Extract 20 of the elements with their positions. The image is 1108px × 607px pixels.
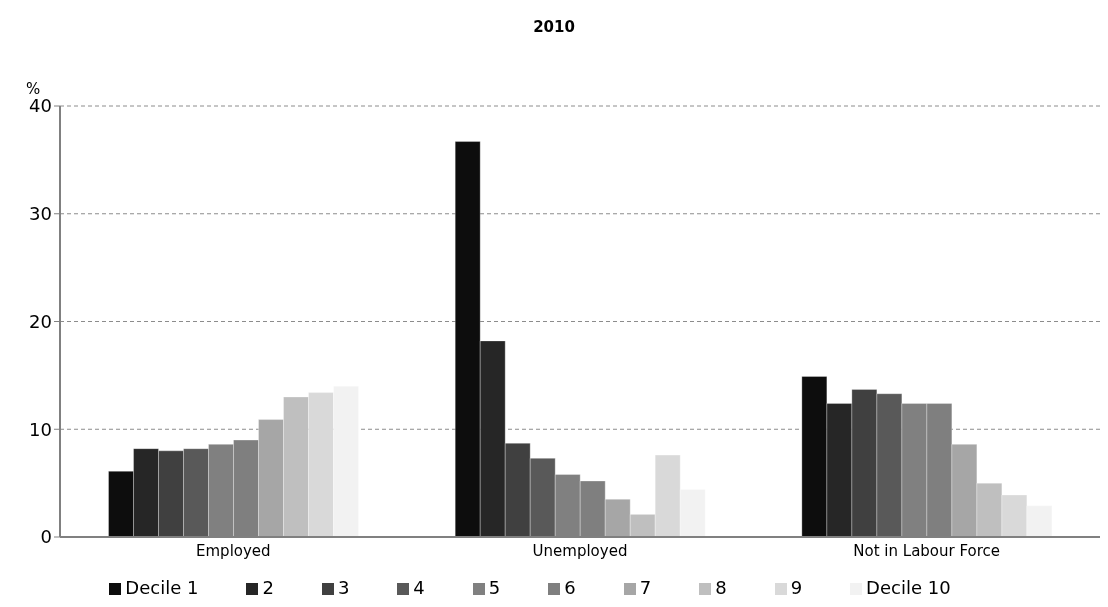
y-tick-label: 10 — [29, 418, 52, 440]
legend-label: 2 — [262, 577, 274, 598]
legend-label: Decile 1 — [125, 577, 199, 598]
legend-label: 6 — [564, 577, 576, 598]
x-tick-label: Employed — [196, 541, 271, 560]
legend-label: 7 — [639, 577, 652, 598]
legend-label: 5 — [488, 577, 501, 598]
chart-title: 2010 — [532, 18, 576, 36]
y-tick-label: 0 — [40, 526, 52, 548]
y-tick-label: 30 — [29, 203, 52, 225]
x-tick-label: Unemployed — [532, 541, 628, 560]
legend-label: 9 — [790, 577, 803, 598]
y-tick-label: 20 — [29, 310, 52, 332]
legend-label: 8 — [715, 577, 727, 598]
legend-label: 4 — [413, 577, 425, 598]
x-tick-label: Not in Labour Force — [853, 541, 1001, 560]
legend-label: 3 — [337, 577, 350, 598]
y-tick-label: 40 — [29, 95, 52, 117]
y-axis-title: % — [26, 80, 41, 98]
legend-label: Decile 10 — [866, 577, 951, 598]
